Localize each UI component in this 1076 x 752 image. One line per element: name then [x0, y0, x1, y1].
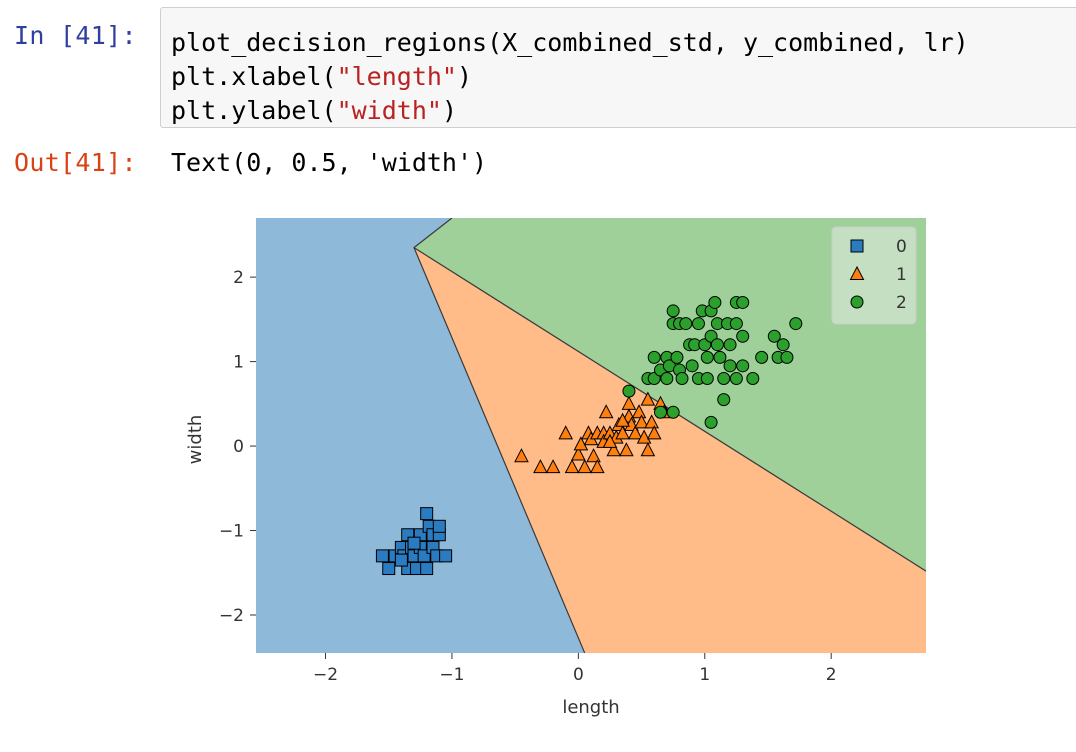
x-tick-label: 1 [699, 665, 710, 685]
data-point-class-2 [666, 304, 680, 318]
y-tick-label: −1 [219, 522, 244, 542]
x-axis-label: length [562, 697, 619, 718]
data-point-class-2 [736, 295, 750, 309]
data-point-class-1 [646, 425, 662, 440]
data-point-class-2 [670, 350, 684, 364]
region-class-0 [256, 218, 585, 653]
data-point-class-2 [679, 317, 693, 331]
data-point-class-0 [432, 519, 446, 533]
data-point-class-1 [577, 459, 593, 474]
code-line-1: plot_decision_regions(X_combined_std, y_… [171, 28, 969, 57]
data-point-class-2 [717, 371, 731, 385]
legend-marker-1 [849, 265, 865, 280]
data-point-class-0 [382, 562, 396, 576]
data-point-class-2 [647, 350, 661, 364]
data-point-class-1 [573, 436, 589, 451]
y-axis-label: width [185, 415, 206, 465]
data-point-class-2 [767, 329, 781, 343]
code-text: ) [441, 96, 457, 125]
code-text: plt.ylabel( [171, 96, 337, 125]
legend-marker-0 [850, 239, 864, 253]
data-point-class-1 [634, 414, 649, 429]
data-point-class-1 [640, 442, 656, 457]
data-point-class-0 [439, 549, 453, 563]
data-point-class-2 [736, 359, 750, 373]
data-point-class-1 [571, 446, 586, 461]
data-point-class-1 [514, 448, 529, 463]
data-point-class-2 [713, 350, 727, 364]
data-point-class-1 [533, 459, 548, 474]
y-tick-label: −2 [219, 606, 244, 626]
data-point-class-2 [789, 317, 803, 331]
data-point-class-2 [654, 405, 668, 419]
data-point-class-2 [700, 350, 714, 364]
data-point-class-0 [375, 549, 389, 563]
data-point-class-1 [602, 433, 618, 448]
data-point-class-1 [598, 404, 614, 419]
data-point-class-2 [675, 371, 689, 385]
output-text: Text(0, 0.5, 'width') [171, 148, 488, 177]
data-point-class-2 [710, 338, 724, 352]
legend-label: 2 [896, 293, 907, 313]
x-tick-label: 2 [826, 665, 837, 685]
data-point-class-2 [755, 350, 769, 364]
code-cell[interactable]: plot_decision_regions(X_combined_std, y_… [160, 7, 1076, 128]
data-point-class-2 [666, 405, 680, 419]
data-point-class-1 [586, 448, 601, 463]
code-string: "length" [336, 62, 457, 91]
data-point-class-1 [640, 391, 656, 406]
data-point-class-2 [660, 371, 674, 385]
data-point-class-1 [564, 459, 580, 474]
legend-label: 1 [896, 265, 907, 285]
data-point-class-0 [394, 553, 408, 567]
data-point-class-1 [615, 412, 630, 427]
data-point-class-2 [729, 371, 743, 385]
data-point-class-2 [704, 415, 718, 429]
code-text: plt.xlabel( [171, 62, 337, 91]
code-text: plot_decision_regions(X_combined_std, y_… [171, 28, 969, 57]
data-point-class-2 [717, 393, 731, 407]
x-tick-label: −1 [439, 665, 464, 685]
data-point-class-2 [708, 295, 722, 309]
data-point-class-2 [746, 371, 760, 385]
legend-label: 0 [896, 237, 907, 257]
code-line-2: plt.xlabel("length") [171, 62, 472, 91]
data-point-class-2 [776, 338, 790, 352]
x-tick-label: −2 [313, 665, 338, 685]
data-point-class-2 [691, 317, 705, 331]
data-point-class-1 [619, 442, 634, 457]
data-point-class-1 [606, 442, 622, 457]
data-point-class-1 [558, 425, 574, 440]
data-point-class-2 [780, 350, 794, 364]
data-point-class-0 [407, 536, 421, 550]
y-tick-label: 1 [233, 353, 244, 373]
data-point-class-0 [420, 507, 434, 521]
output-prompt: Out[41]: [14, 148, 137, 177]
data-point-class-1 [615, 425, 630, 440]
data-point-class-1 [545, 459, 561, 474]
data-point-class-1 [636, 429, 652, 444]
legend-marker-2 [850, 295, 864, 309]
data-point-class-2 [700, 371, 714, 385]
data-point-class-2 [685, 359, 699, 373]
code-line-3: plt.ylabel("width") [171, 96, 457, 125]
x-tick-label: 0 [573, 665, 584, 685]
data-point-class-0 [420, 562, 434, 576]
data-point-class-2 [723, 338, 737, 352]
data-point-class-1 [631, 404, 647, 419]
data-point-class-1 [627, 425, 643, 440]
code-text: ) [457, 62, 473, 91]
data-point-class-2 [729, 317, 743, 331]
y-tick-label: 0 [233, 437, 244, 457]
data-point-class-2 [723, 359, 737, 373]
code-string: "width" [336, 96, 442, 125]
data-point-class-2 [622, 384, 636, 398]
data-point-class-1 [644, 414, 660, 429]
data-point-class-1 [589, 459, 605, 474]
data-point-class-2 [736, 329, 750, 343]
input-prompt: In [41]: [14, 21, 137, 50]
region-class-2 [414, 218, 926, 572]
y-tick-label: 2 [233, 268, 244, 288]
